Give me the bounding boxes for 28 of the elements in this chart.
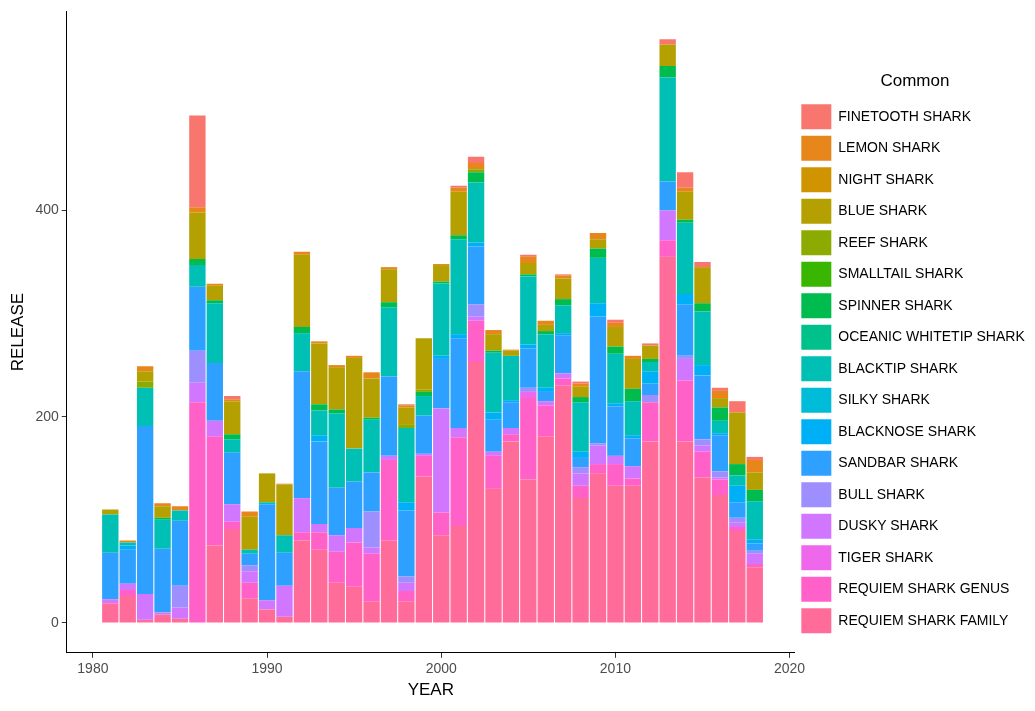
legend-label: SPINNER SHARK — [838, 296, 954, 313]
legend-label: TIGER SHARK — [838, 548, 934, 565]
legend-label: SILKY SHARK — [838, 391, 931, 408]
x-tick-label: 2010 — [599, 660, 632, 677]
x-tick-label: 1980 — [77, 660, 109, 677]
legend-label: REEF SHARK — [838, 233, 929, 250]
legend-label: BLUE SHARK — [838, 202, 928, 219]
legend-label: LEMON SHARK — [838, 139, 941, 156]
legend-label: BLACKNOSE SHARK — [838, 422, 977, 439]
x-tick-label: 2000 — [425, 660, 458, 677]
legend-label: SANDBAR SHARK — [838, 454, 959, 471]
legend-label: NIGHT SHARK — [838, 170, 935, 187]
legend-label: SMALLTAIL SHARK — [838, 265, 964, 282]
y-tick-label: 200 — [35, 407, 59, 424]
legend-label: REQUIEM SHARK FAMILY — [838, 611, 1010, 628]
legend-label: DUSKY SHARK — [838, 517, 940, 534]
x-tick-label: 1990 — [251, 660, 283, 677]
legend-label: BULL SHARK — [838, 485, 926, 502]
x-tick-label: 2020 — [774, 660, 806, 677]
legend-label: BLACKTIP SHARK — [838, 359, 959, 376]
x-axis-title: YEAR — [407, 680, 454, 700]
legend-title: Common — [880, 71, 950, 91]
y-tick-label: 0 — [50, 613, 59, 630]
legend-label: REQUIEM SHARK GENUS — [838, 580, 1010, 597]
y-axis-title: RELEASE — [7, 292, 27, 372]
y-tick-label: 400 — [35, 201, 59, 218]
legend-label: OCEANIC WHITETIP SHARK — [838, 328, 1026, 345]
legend-label: FINETOOTH SHARK — [838, 107, 972, 124]
